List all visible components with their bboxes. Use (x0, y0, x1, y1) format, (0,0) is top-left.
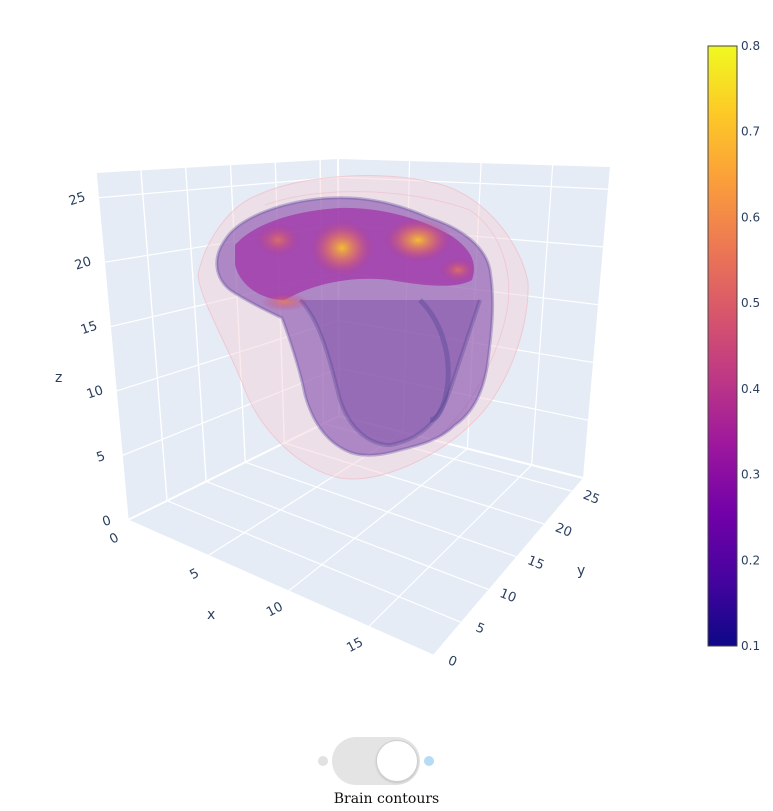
toggle-switch-track[interactable] (332, 737, 420, 785)
y-wall-gridline (140, 169, 168, 501)
z-tick-label: 20 (73, 254, 93, 273)
toggle-on-indicator (424, 756, 434, 766)
x-axis-title: x (207, 607, 215, 623)
colorbar-tick-label: 0.5 (741, 296, 760, 310)
x-wall-gridline (531, 164, 554, 465)
colorbar-tick-label: 0.3 (741, 468, 760, 482)
colorbar-tick-label: 0.4 (741, 382, 760, 396)
x-tick-label: 10 (264, 599, 286, 620)
y-wall-gridline (95, 171, 129, 521)
x-gridline (368, 464, 533, 628)
z-tick-label: 15 (79, 319, 99, 338)
toggle-off-indicator (318, 756, 328, 766)
colorbar-ticks: 0.1 0.2 0.3 0.4 0.5 0.6 0.7 0.8 (741, 39, 760, 653)
x-gridline (288, 448, 468, 592)
toggle-switch-knob[interactable] (376, 740, 418, 782)
toggle-label: Brain contours (333, 791, 440, 807)
y-axis-ticks: 05 10 15 20 25 (446, 488, 602, 670)
colorbar-tick-label: 0.2 (741, 553, 760, 567)
y-tick-label: 25 (581, 488, 602, 508)
colorbar-tick-label: 0.6 (741, 210, 760, 224)
y-tick-label: 10 (497, 586, 518, 606)
y-wall-gridline (229, 164, 246, 463)
colorbar-tick-label: 0.8 (741, 39, 760, 53)
brain-contours-toggle[interactable] (314, 735, 438, 787)
y-tick-label: 0 (446, 653, 459, 670)
colorbar-tick-label: 0.1 (741, 639, 760, 653)
z-axis-title: z (55, 370, 62, 386)
colorbar-tick-label: 0.7 (741, 125, 760, 139)
x-tick-label: 15 (344, 635, 366, 656)
z-tick-label: 25 (67, 190, 87, 209)
colorbar (707, 45, 738, 647)
brain-volume (215, 196, 495, 457)
z-tick-label: 10 (85, 383, 105, 402)
z-tick-label: 0 (101, 513, 114, 530)
floor-plane (128, 416, 583, 655)
y-axis-title: y (577, 563, 585, 579)
y-tick-label: 15 (525, 553, 546, 573)
y-tick-label: 5 (473, 620, 486, 637)
x-tick-label: 0 (107, 530, 121, 547)
z-tick-label: 5 (95, 449, 108, 466)
x-tick-label: 5 (187, 566, 201, 583)
y-wall-gridline (185, 166, 207, 482)
y-tick-label: 20 (553, 521, 574, 541)
